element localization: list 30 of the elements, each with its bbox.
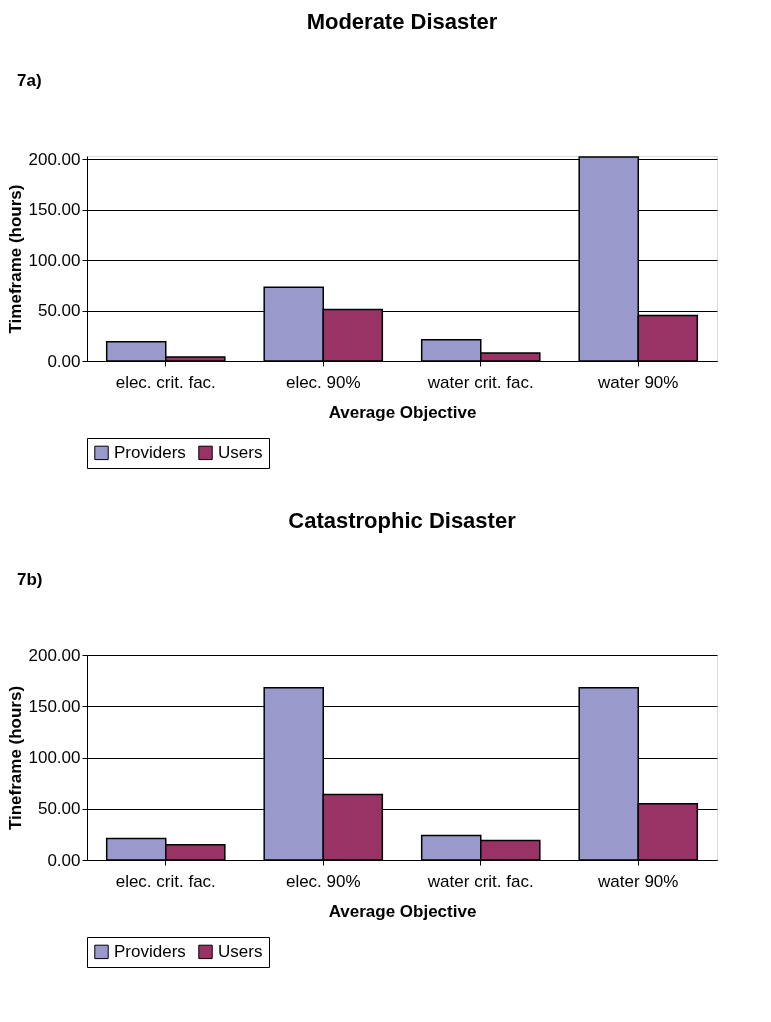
y-tick-label: 100.00 xyxy=(28,748,81,767)
text: 7b) xyxy=(17,570,43,589)
y-tick-label: 0.00 xyxy=(47,351,81,371)
y-tick-label: 50.00 xyxy=(37,799,81,819)
text: 7a) xyxy=(17,71,42,90)
chart-title: Catastrophic Disaster xyxy=(288,508,517,533)
legend-label: Providers xyxy=(114,442,186,462)
x-tick-label: water crit. fac. xyxy=(426,372,534,392)
y-tick-label: 200.00 xyxy=(28,645,81,665)
y-tick-label: 50.00 xyxy=(37,301,81,321)
x-tick-label: elec. 90% xyxy=(285,372,361,392)
x-tick-label: elec. 90% xyxy=(285,871,361,891)
y-axis-title: Timeframe (hours) xyxy=(5,184,25,334)
legend-label: Users xyxy=(218,941,263,961)
x-tick-label: water 90% xyxy=(597,372,679,392)
y-tick-label: 0.00 xyxy=(47,850,81,870)
y-axis-title: Tineframe (hours) xyxy=(5,685,25,831)
x-tick-label: water crit. fac. xyxy=(426,871,534,891)
x-tick-label: elec. crit. fac. xyxy=(115,372,216,392)
y-tick-label: 100.00 xyxy=(28,250,81,270)
y-tick-label: 150.00 xyxy=(28,200,81,220)
x-tick-label: elec. crit. fac. xyxy=(115,871,216,891)
x-tick-label: water 90% xyxy=(597,871,679,891)
legend-label: Users xyxy=(218,442,263,462)
x-axis-title: Average Objective xyxy=(328,901,477,921)
chart-title: Moderate Disaster xyxy=(306,9,498,34)
y-tick-label: 200.00 xyxy=(28,149,81,169)
y-tick-label: 150.00 xyxy=(28,696,81,716)
x-axis-title: Average Objective xyxy=(328,402,477,422)
legend-label: Providers xyxy=(114,941,186,961)
